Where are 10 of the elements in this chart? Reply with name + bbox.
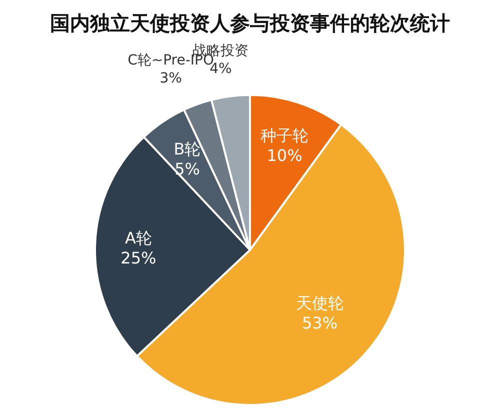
- data-label: 10%: [266, 146, 302, 165]
- slice-label: 天使轮: [296, 294, 344, 312]
- slice-label: A轮: [124, 228, 152, 248]
- data-label: 25%: [120, 248, 156, 268]
- slice-label: 种子轮: [260, 126, 308, 145]
- chart-title: 国内独立天使投资人参与投资事件的轮次统计: [50, 11, 450, 35]
- data-label: 53%: [302, 314, 338, 332]
- data-label: 5%: [174, 160, 200, 179]
- data-label: 3%: [160, 70, 182, 87]
- slice-label: B轮: [174, 140, 201, 159]
